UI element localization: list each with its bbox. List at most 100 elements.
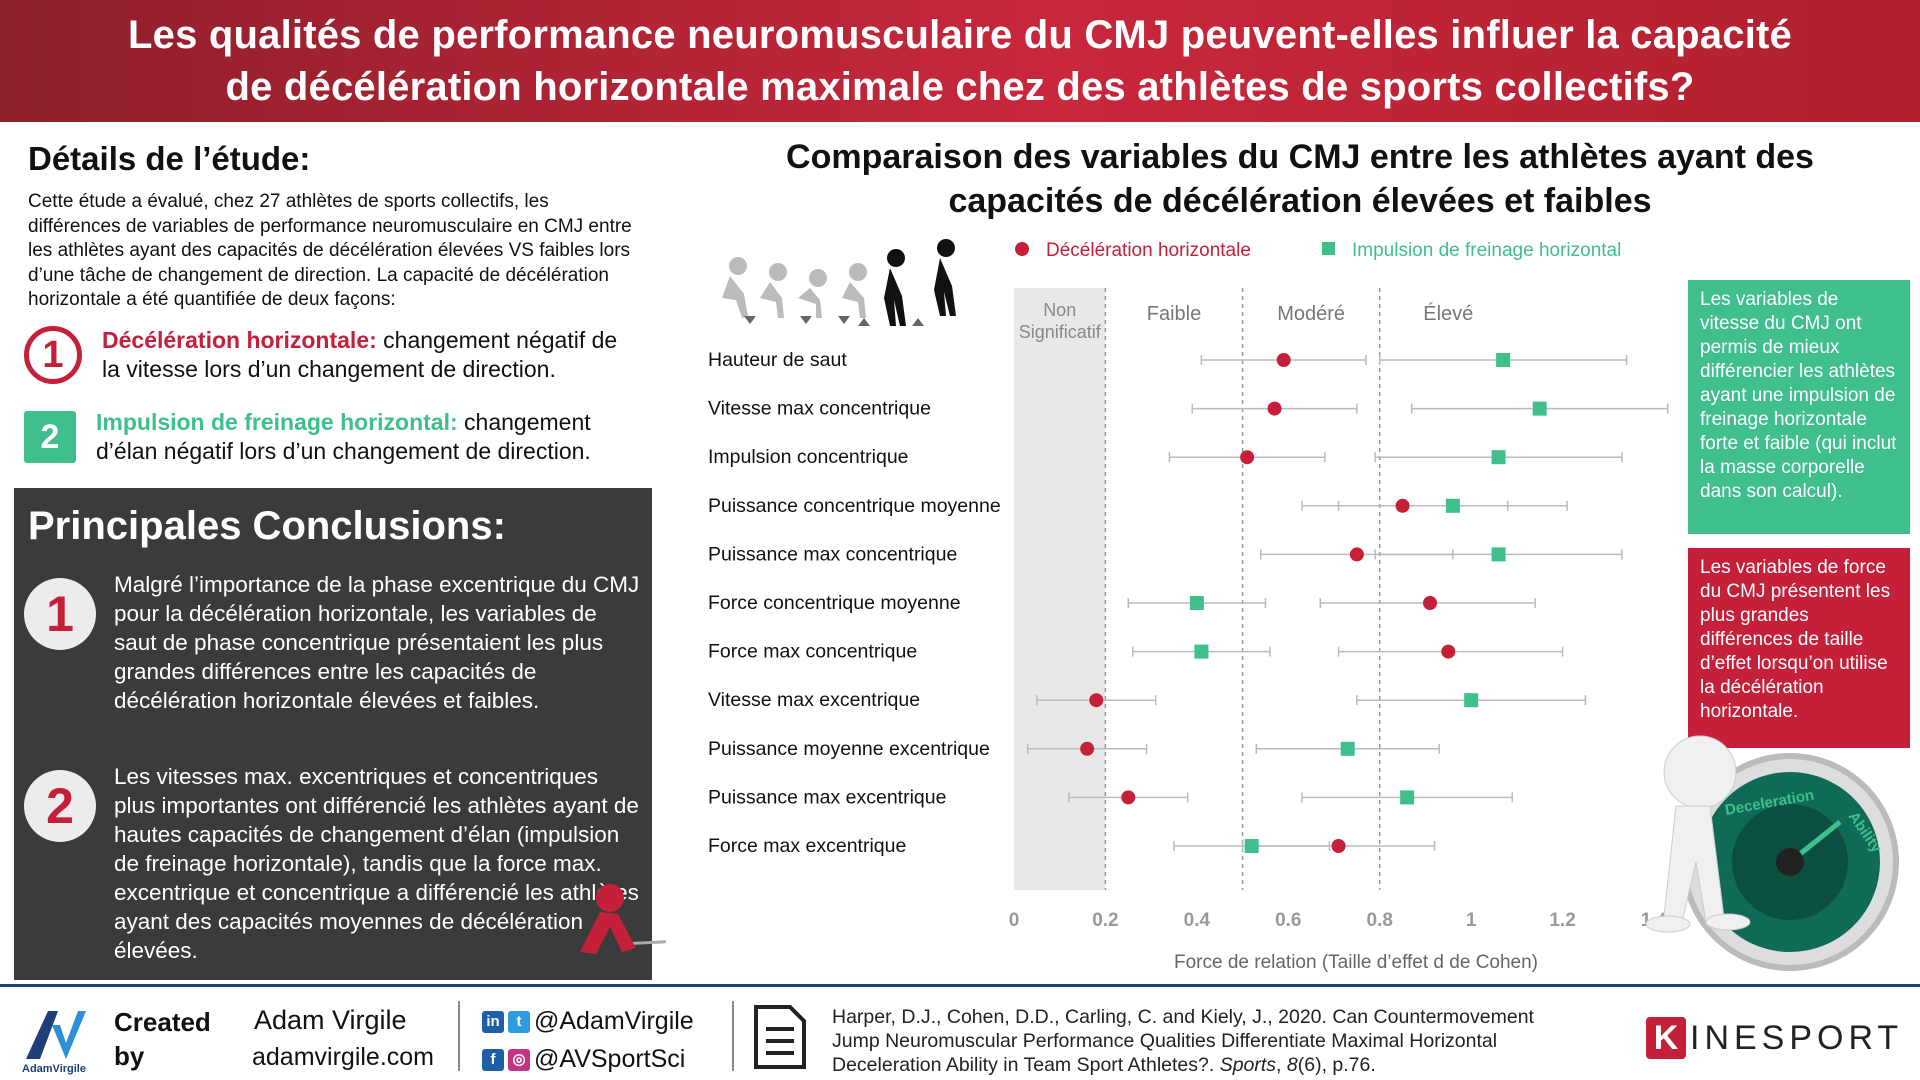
decel-point (1395, 498, 1410, 513)
decel-point (1121, 790, 1136, 805)
zone-label-ns-line1: Non (1043, 300, 1076, 320)
footer: AdamVirgile Created by Adam Virgile adamv… (0, 984, 1920, 1080)
definition-2-text: Impulsion de freinage horizontal: change… (96, 408, 634, 466)
legend-impulse-label: Impulsion de freinage horizontal (1352, 240, 1621, 261)
author-name: Adam Virgile (254, 1005, 407, 1035)
header-banner: Les qualités de performance neuromuscula… (0, 0, 1920, 122)
x-tick-label: 0.4 (1184, 910, 1211, 931)
conclusion-1: 1 Malgré l’importance de la phase excent… (24, 570, 644, 715)
ref-line-3: Deceleration Ability in Team Sport Athle… (832, 1054, 1220, 1076)
legend-decel-label: Décélération horizontale (1046, 240, 1251, 261)
decel-point (1240, 450, 1255, 465)
decel-point (1331, 839, 1346, 853)
twitter-icon: t (508, 1011, 530, 1034)
impulse-point (1189, 596, 1204, 610)
page-title: Les qualités de performance neuromuscula… (128, 9, 1792, 113)
impulse-point (1400, 790, 1415, 805)
impulse-point (1491, 450, 1506, 465)
conclusion-1-text: Malgré l’importance de la phase excentri… (114, 572, 640, 713)
impulse-point (1496, 353, 1511, 367)
legend: Décélération horizontale Impulsion de fr… (1015, 240, 1621, 261)
title-line-1: Les qualités de performance neuromuscula… (128, 13, 1792, 57)
velocity-insight-box: Les variables de vitesse du CMJ ont perm… (1688, 280, 1910, 534)
x-tick-label: 1.4 (1641, 910, 1668, 931)
x-tick-label: 1 (1466, 910, 1477, 931)
decel-point (1276, 353, 1291, 367)
decel-point (1441, 644, 1456, 659)
row-label: Force max concentrique (708, 641, 917, 663)
twitter-handle-row[interactable]: in t @AdamVirgile (482, 1007, 694, 1036)
conclusions-panel: Principales Conclusions: 1 Malgré l’impo… (14, 488, 652, 980)
logo-name: AdamVirgile (22, 1063, 86, 1075)
conclusion-2-badge: 2 (24, 770, 96, 842)
impulse-point (1532, 401, 1547, 416)
row-label: Force max excentrique (708, 835, 906, 857)
definition-1-term: Décélération horizontale: (102, 327, 377, 353)
kinesport-k-icon: K (1646, 1017, 1686, 1059)
ref-sep: , (1276, 1054, 1287, 1076)
legend-decel-marker (1015, 242, 1029, 256)
decel-point (1089, 693, 1104, 708)
rows-layer: Hauteur de saut Vitesse max concentrique I… (708, 349, 1669, 857)
definition-2-desc: changement d’élan négatif lors d’un chan… (96, 409, 591, 464)
impulse-point (1464, 693, 1479, 708)
x-axis-label: Force de relation (Taille d’effet d de C… (1174, 952, 1538, 973)
document-icon (754, 1005, 806, 1069)
decel-point (1080, 741, 1095, 756)
definition-2: 2 Impulsion de freinage horizontal: chan… (24, 408, 634, 466)
row-label: Vitesse max concentrique (708, 398, 931, 420)
instagram-icon: ◎ (508, 1049, 530, 1072)
impulse-point (1244, 839, 1259, 853)
definition-1-desc: changement négatif de la vitesse lors d’… (102, 327, 618, 382)
x-tick-label: 0.8 (1367, 910, 1393, 931)
row-label: Puissance concentrique moyenne (708, 495, 1001, 517)
chart-title: Comparaison des variables du CMJ entre l… (690, 135, 1910, 223)
author-website[interactable]: adamvirgile.com (252, 1043, 435, 1071)
created-by: Created by (114, 1005, 211, 1073)
x-tick-label: 0 (1009, 910, 1020, 931)
conclusion-2: 2 Les vitesses max. excentriques et conc… (24, 762, 644, 965)
row-label: Puissance max concentrique (708, 543, 957, 565)
footer-divider-1 (458, 1001, 460, 1071)
by-word: by (114, 1041, 145, 1071)
ref-journal: Sports (1219, 1054, 1277, 1076)
ref-pages: (6), p.76. (1297, 1054, 1376, 1076)
force-insight-box: Les variables de force du CMJ présentent… (1688, 548, 1910, 748)
row-label: Puissance max excentrique (708, 786, 946, 808)
number-1-badge: 1 (24, 326, 82, 384)
kinesport-logo: K INESPORT (1646, 1017, 1903, 1059)
conclusion-1-badge: 1 (24, 578, 96, 650)
ref-line-1: Harper, D.J., Cohen, D.D., Carling, C. a… (832, 1006, 1534, 1028)
left-panel: Détails de l’étude: Cette étude a évalué… (0, 122, 666, 984)
reference-citation: Harper, D.J., Cohen, D.D., Carling, C. a… (832, 1005, 1534, 1077)
legend-impulse-marker (1322, 242, 1335, 255)
x-tick-label: 1.2 (1549, 910, 1575, 931)
x-axis-ticks: 0 0.2 0.4 0.6 0.8 1 1.2 1.4 (1009, 910, 1668, 931)
impulse-point (1194, 644, 1209, 659)
chart-title-line-2: capacités de décélération élevées et fai… (948, 182, 1652, 220)
zone-label-1: Faible (1147, 303, 1201, 325)
study-title: Détails de l’étude: (28, 140, 311, 177)
linkedin-icon: in (482, 1011, 504, 1034)
decel-point (1423, 596, 1437, 610)
definition-2-term: Impulsion de freinage horizontal: (96, 409, 458, 435)
row-label: Puissance moyenne excentrique (708, 738, 990, 760)
instagram-handle-row[interactable]: f ◎ @AVSportSci (482, 1045, 685, 1074)
x-tick-label: 0.2 (1092, 910, 1118, 931)
ref-line-2: Jump Neuromuscular Performance Qualities… (832, 1030, 1498, 1052)
row-label: Force concentrique moyenne (708, 592, 961, 614)
x-tick-label: 0.6 (1275, 910, 1301, 931)
adamvirgile-logo (26, 1011, 86, 1059)
zone-label-3: Élevé (1423, 302, 1473, 325)
conclusion-2-text: Les vitesses max. excentriques et concen… (114, 764, 639, 963)
definition-1: 1 Décélération horizontale: changement n… (24, 326, 634, 384)
zone-label-2: Modéré (1277, 303, 1345, 325)
impulse-point (1491, 547, 1506, 562)
decel-point (1267, 401, 1282, 416)
instagram-handle: @AVSportSci (534, 1045, 686, 1073)
chart-title-line-1: Comparaison des variables du CMJ entre l… (786, 138, 1814, 176)
kinesport-wordmark: INESPORT (1690, 1018, 1904, 1057)
decel-point (1349, 547, 1364, 562)
created-word: Created (114, 1007, 211, 1037)
